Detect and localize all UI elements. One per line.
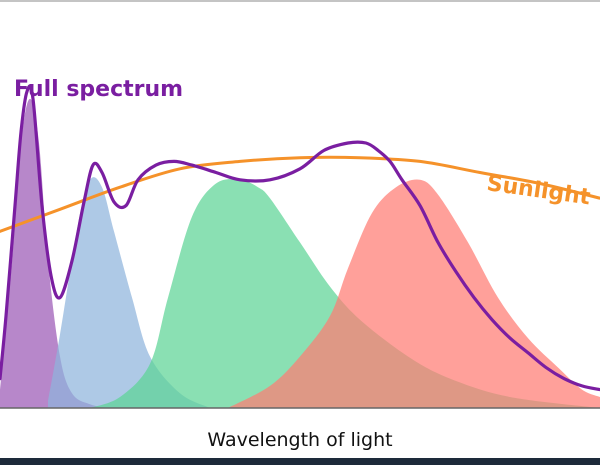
x-axis-label: Wavelength of light: [207, 429, 392, 451]
area-series-2: [90, 179, 600, 408]
areas-layer: [0, 98, 600, 409]
sunlight-line: [0, 155, 600, 233]
area-series-3: [228, 179, 600, 408]
sunlight-label: Sunlight: [485, 171, 592, 210]
bottom-strip: [0, 458, 600, 465]
full-spectrum-label: Full spectrum: [14, 77, 183, 102]
area-series-0: [0, 98, 108, 409]
area-series-1: [48, 177, 210, 408]
full-spectrum-line: [0, 84, 600, 392]
lines-layer: [0, 84, 600, 392]
